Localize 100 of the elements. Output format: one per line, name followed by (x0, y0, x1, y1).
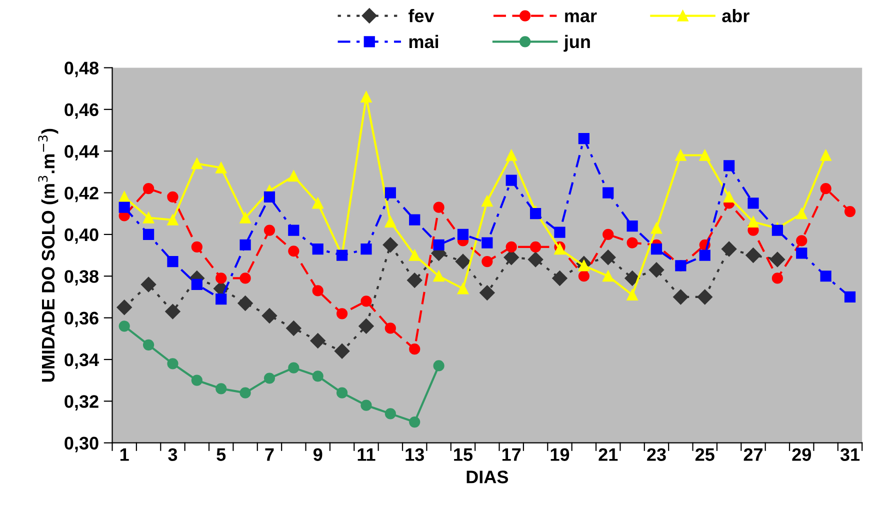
point (455, 254, 471, 270)
y-tick-label: 0,44 (64, 145, 99, 160)
point (116, 300, 132, 315)
x-tick-label: 31 (840, 448, 860, 461)
point (240, 212, 251, 224)
y-tick-label: 0,42 (64, 186, 98, 202)
y-tick-label: 0,34 (64, 353, 99, 369)
point (240, 272, 251, 284)
point (336, 387, 348, 398)
point (360, 91, 372, 102)
point (673, 289, 688, 305)
point (650, 222, 662, 234)
point (142, 339, 154, 350)
legend-label: fev (408, 9, 434, 22)
point (480, 285, 495, 300)
point (724, 160, 735, 172)
point (748, 216, 759, 228)
point (772, 272, 783, 284)
point (820, 270, 832, 282)
point (167, 191, 178, 202)
point (457, 228, 469, 240)
point (334, 344, 350, 359)
point (216, 162, 227, 174)
point (286, 320, 302, 336)
point (288, 224, 300, 236)
x-tick-label: 27 (744, 448, 762, 461)
point (288, 170, 300, 182)
point (360, 400, 372, 411)
point (721, 241, 737, 257)
point (506, 174, 517, 186)
point (118, 320, 130, 332)
point (528, 252, 544, 268)
point (262, 308, 278, 324)
point (626, 220, 638, 232)
point (626, 289, 638, 300)
y-tick-label: 0,48 (64, 62, 99, 78)
point (216, 383, 227, 394)
point (288, 362, 300, 374)
point (600, 250, 616, 265)
point (407, 272, 422, 288)
point (506, 241, 517, 253)
point (118, 191, 130, 202)
point (748, 198, 759, 209)
point (167, 256, 178, 268)
point (216, 294, 227, 305)
point (336, 308, 348, 320)
x-tick-label: 1 (120, 448, 129, 461)
point (312, 370, 324, 382)
point (530, 208, 542, 220)
x-tick-label: 15 (454, 448, 473, 461)
point (724, 191, 735, 202)
point (433, 360, 444, 372)
point (409, 214, 420, 226)
y-tick-label: 0,38 (64, 270, 99, 286)
point (384, 216, 396, 228)
x-axis-title: DIAS (466, 470, 508, 484)
point (238, 296, 253, 311)
x-tick-label: 23 (647, 448, 666, 461)
point (578, 270, 590, 282)
point (433, 239, 444, 250)
point (433, 270, 444, 282)
point (358, 318, 374, 334)
x-tick-label: 11 (358, 448, 376, 461)
y-axis-title: UMIDADE DO SOLO (m$^{3}$.m$^{−3}$) (38, 128, 58, 382)
point (216, 272, 227, 284)
point (312, 285, 324, 296)
point (699, 150, 710, 161)
legend-label: jun (564, 34, 590, 52)
point (140, 276, 156, 292)
point (142, 212, 154, 224)
point (240, 239, 251, 250)
point (384, 408, 396, 420)
point (118, 202, 130, 213)
point (624, 270, 640, 286)
point (602, 228, 614, 240)
point (844, 206, 856, 218)
point (626, 237, 638, 248)
point (167, 358, 178, 370)
point (796, 208, 808, 220)
point (360, 296, 372, 307)
point (746, 248, 761, 263)
x-tick-label: 7 (265, 448, 274, 461)
legend-label: mar (565, 12, 597, 22)
point (844, 291, 856, 303)
point (409, 416, 420, 428)
point (770, 252, 785, 268)
x-tick-label: 25 (695, 448, 714, 461)
point (409, 250, 420, 261)
y-tick-label: 0,40 (64, 228, 98, 244)
y-tick-label: 0,46 (64, 103, 98, 119)
point (772, 224, 783, 236)
point (312, 198, 324, 209)
y-tick-label: 0,32 (64, 395, 98, 411)
point (482, 237, 493, 248)
legend-label: abr (722, 9, 750, 22)
point (142, 183, 154, 194)
point (578, 133, 590, 144)
point (384, 187, 396, 198)
point (312, 243, 324, 255)
point (264, 191, 276, 202)
